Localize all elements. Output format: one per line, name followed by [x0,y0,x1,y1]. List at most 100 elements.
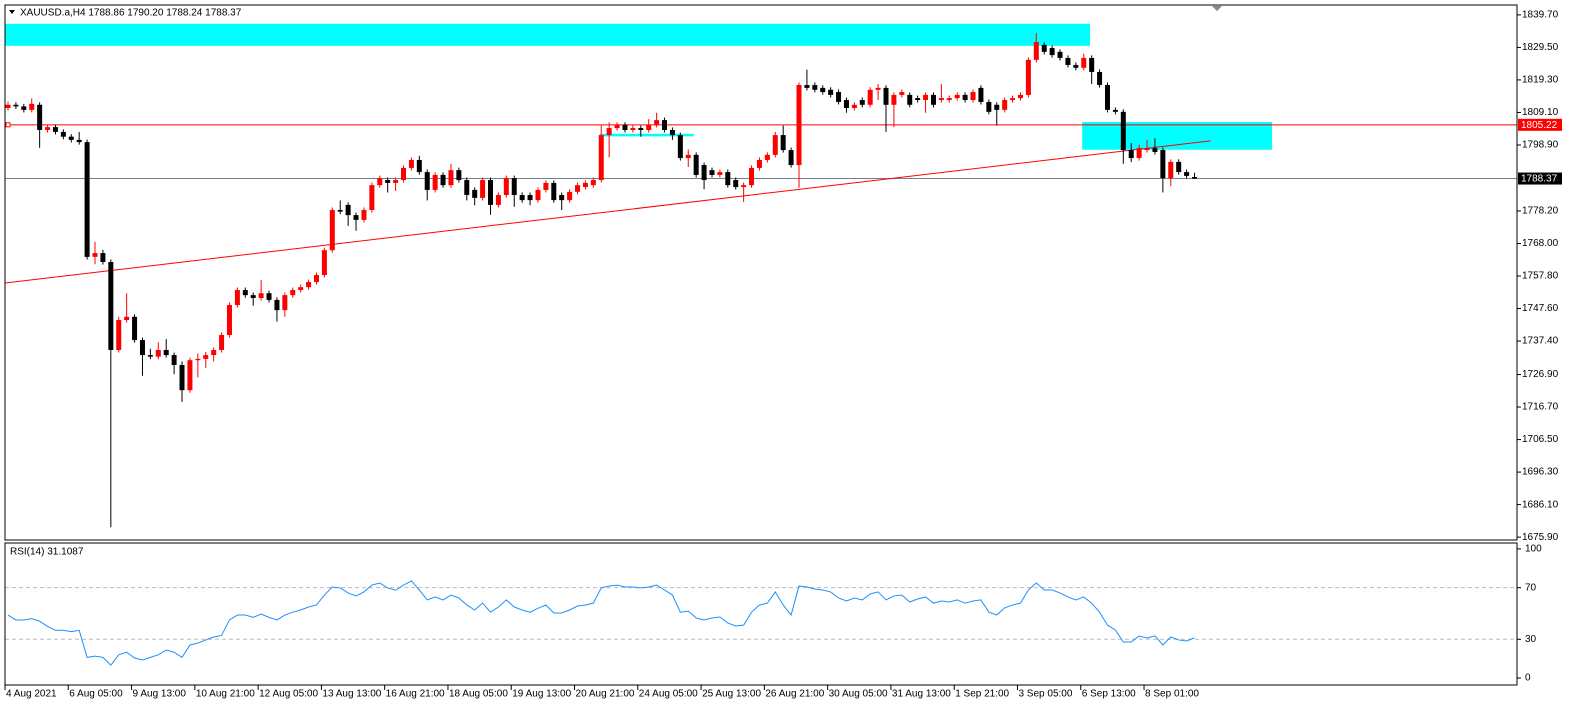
candle-body [195,358,201,361]
candle-body [68,136,74,140]
candle-body [282,295,288,311]
candle-body [495,195,501,205]
candle-body [361,210,367,220]
y-tick-label: 1726.90 [1522,369,1559,380]
candle-body [1128,150,1134,159]
candle-body [480,180,486,198]
candle-body [76,139,82,143]
candle-body [796,85,802,166]
candle-body [598,135,604,181]
x-tick-label: 8 Sep 01:00 [1145,689,1199,700]
candle-body [970,92,976,101]
candle-body [1160,150,1166,179]
candle-body [590,180,596,186]
x-tick-label: 4 Aug 2021 [6,689,57,700]
candle-body [946,98,952,101]
candle-body [559,195,565,201]
candle-body [353,215,359,220]
candle-body [630,128,636,130]
candle-body [622,124,628,130]
x-tick-label: 19 Aug 13:00 [512,689,571,700]
candle-body [527,195,533,201]
plot [5,23,1517,528]
y-tick-label: 1716.70 [1522,402,1559,413]
candle-body [875,87,881,90]
candle-body [646,124,652,130]
candle-body [907,94,913,105]
candle-body [226,305,232,335]
candle-body [100,253,106,262]
candle-body [1073,64,1079,68]
candle-body [986,101,992,112]
candle-body [638,128,644,130]
candle-body [764,154,770,160]
menu-arrow[interactable] [9,10,15,14]
y-tick-label: 1737.40 [1522,336,1559,347]
candle-body [756,159,762,168]
candle-body [1081,57,1087,68]
candle-body [1097,71,1103,86]
candle-body [1089,57,1095,72]
candle-body [883,87,889,105]
candle-body [828,89,834,95]
candle-body [306,282,312,288]
candle-body [1041,44,1047,52]
candle-body [250,295,256,299]
y-tick-label: 1706.50 [1522,434,1559,445]
candle-body [37,104,43,130]
candle-body [994,104,1000,110]
price-label-box [1518,172,1562,185]
candle-body [923,94,929,101]
candle-body [313,275,319,283]
candle-body [1025,59,1031,95]
x-tick-label: 25 Aug 13:00 [702,689,761,700]
candle-body [567,191,573,201]
price-label-box [1518,118,1562,131]
y-tick-label: 1839.70 [1522,10,1559,21]
x-tick-label: 18 Aug 05:00 [449,689,508,700]
candle-body [139,340,145,356]
candle-body [432,174,438,190]
candle-body [472,189,478,198]
candle-body [1112,109,1118,112]
x-tick-label: 6 Sep 13:00 [1082,689,1136,700]
trendline [5,140,1211,284]
candle-body [60,131,66,137]
candle-body [1010,98,1016,101]
candle-body [385,180,391,183]
y-tick-label: 1757.80 [1522,271,1559,282]
candle-body [155,349,161,357]
candle-body [851,104,857,108]
candle-body [92,253,98,257]
candle-body [242,290,248,296]
x-tick-label: 9 Aug 13:00 [133,689,187,700]
indicator-title: RSI(14) 31.1087 [10,547,84,558]
candle-body [511,178,517,196]
x-tick-label: 16 Aug 21:00 [386,689,445,700]
candle-body [954,94,960,99]
x-tick-label: 3 Sep 05:00 [1018,689,1072,700]
candle-body [1136,148,1142,159]
candle-body [1152,148,1158,152]
candle-body [677,135,683,159]
x-tick-label: 30 Aug 05:00 [829,689,888,700]
y-tick-label: 1747.60 [1522,303,1559,314]
x-tick-label: 6 Aug 05:00 [69,689,123,700]
candle-body [171,355,177,365]
candle-body [859,100,865,105]
y-tick-label: 1686.10 [1522,499,1559,510]
candle-body [685,154,691,159]
candle-body [551,182,557,201]
candle-body [1104,85,1110,110]
candle-body [535,189,541,201]
rsi-line [7,580,1195,666]
candle-body [424,172,430,190]
candle-body [274,299,280,311]
candle-body [741,185,747,188]
x-tick-label: 24 Aug 05:00 [639,689,698,700]
candle-body [132,316,138,341]
candle-body [377,178,383,186]
candle-body [1065,57,1071,65]
x-tick-label: 10 Aug 21:00 [196,689,255,700]
